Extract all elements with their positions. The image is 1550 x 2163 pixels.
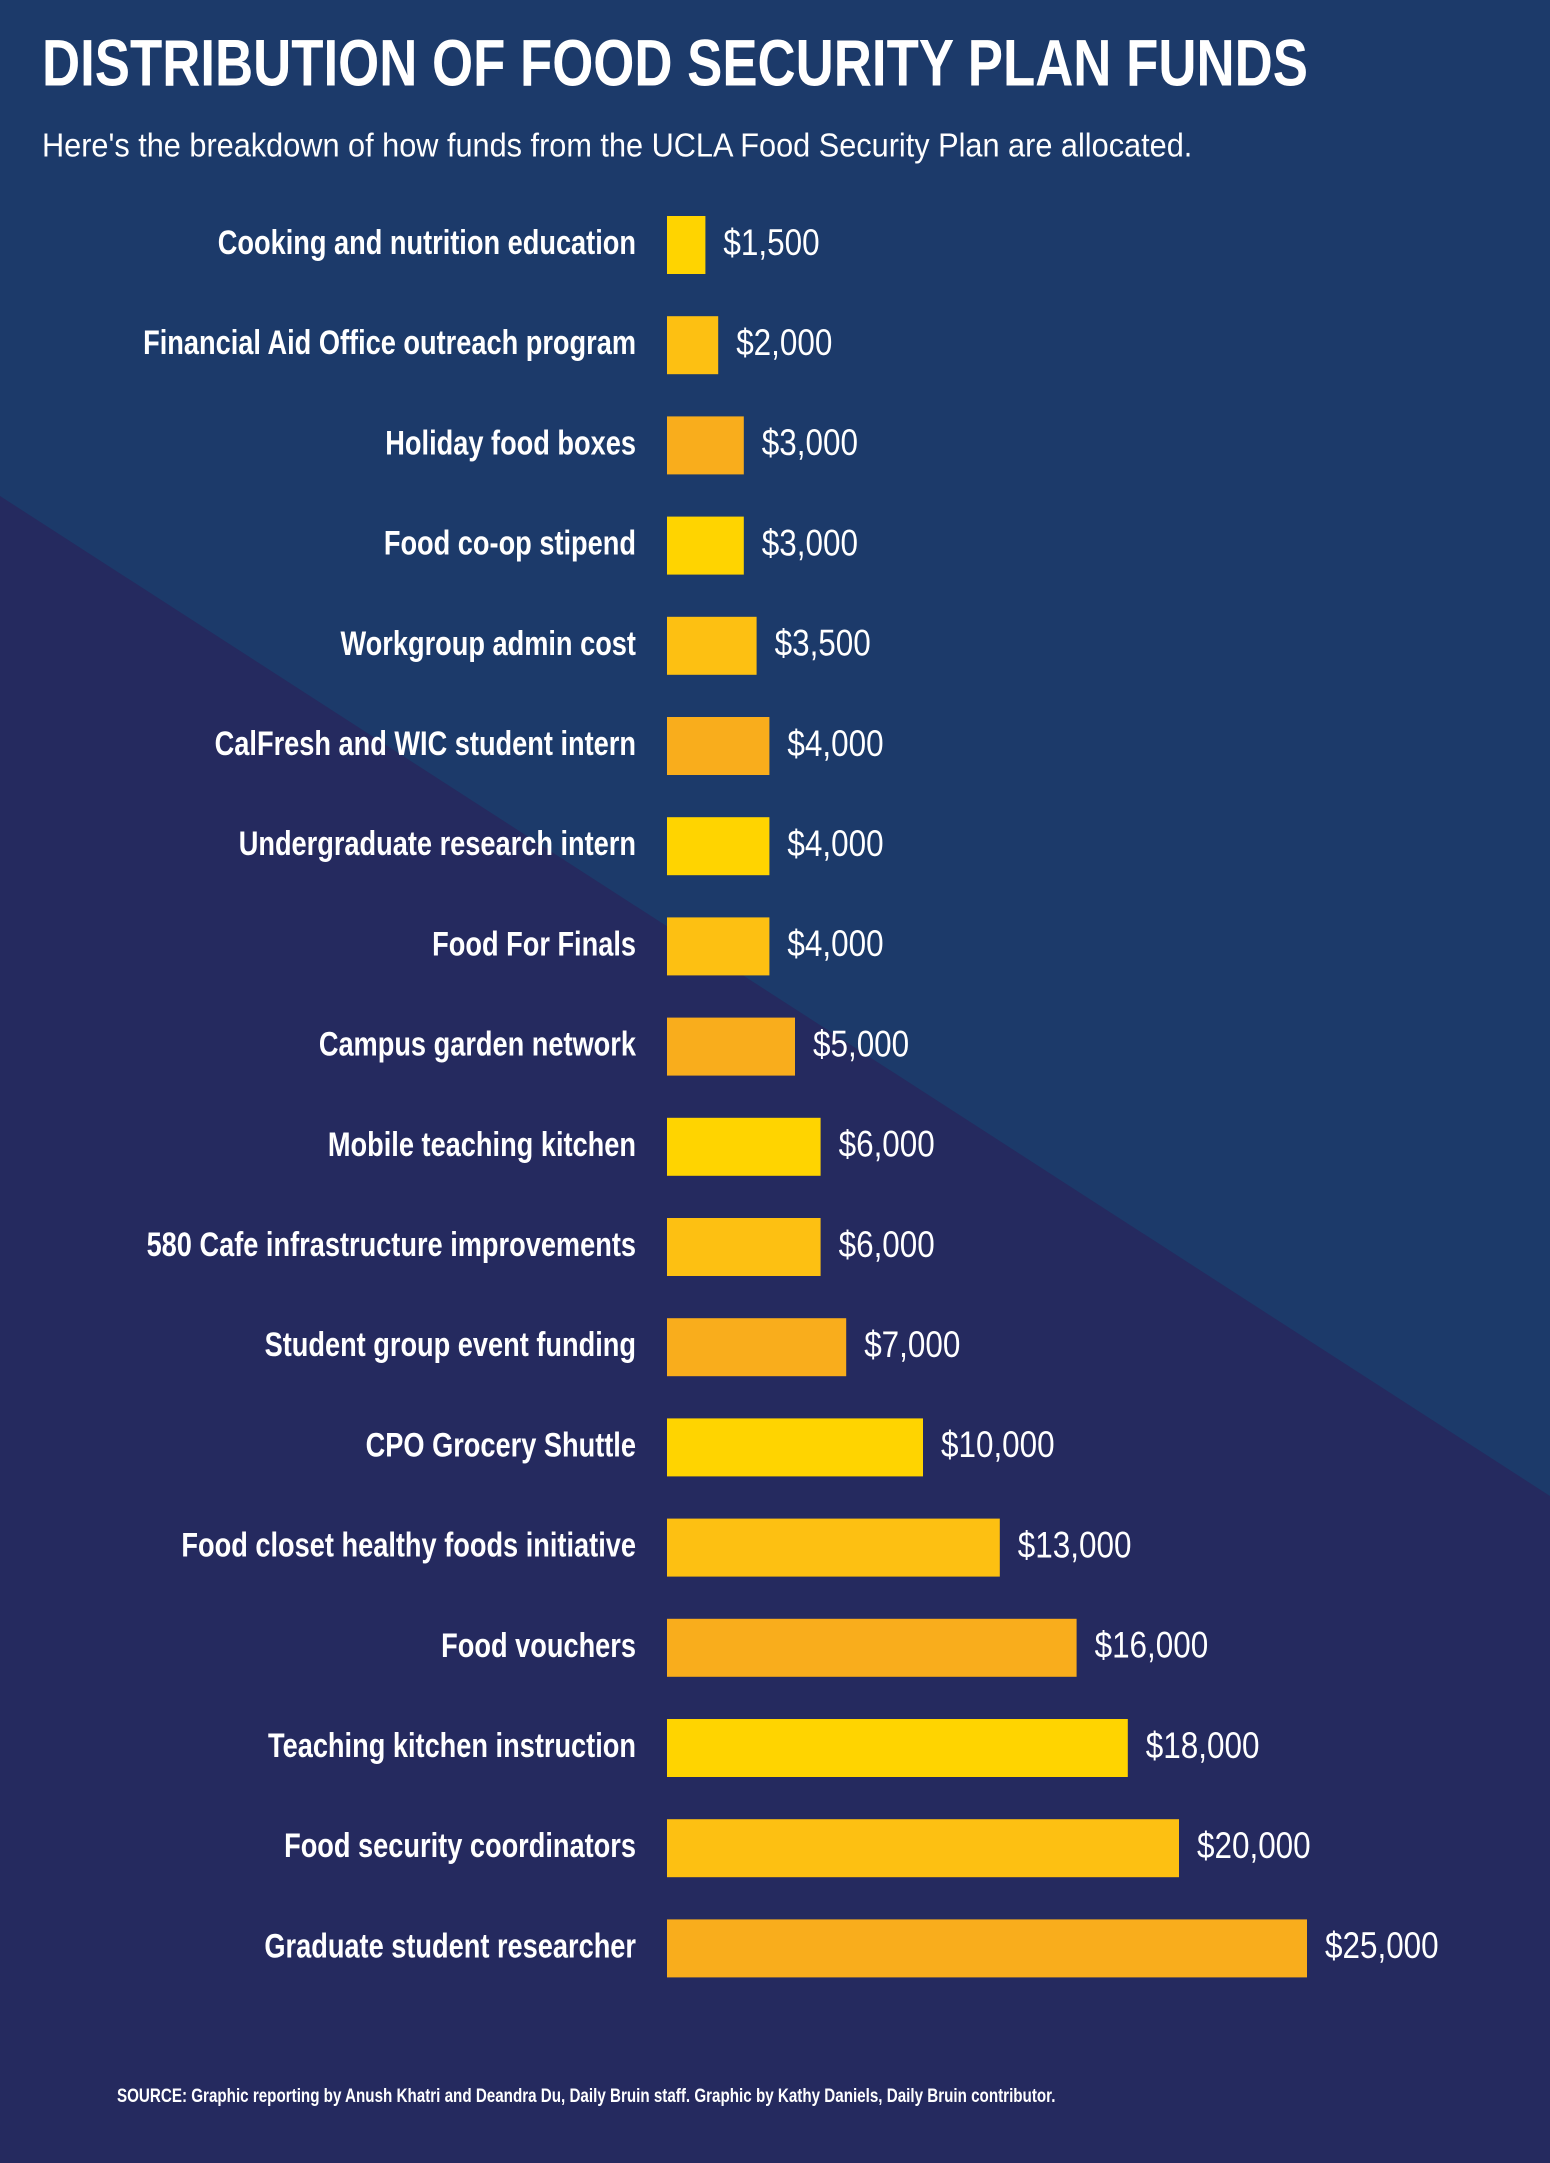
bar xyxy=(667,1117,821,1176)
value-label: $20,000 xyxy=(1197,1826,1311,1867)
bar xyxy=(667,717,770,775)
bar xyxy=(667,1518,1000,1577)
value-label: $18,000 xyxy=(1146,1725,1260,1766)
bar xyxy=(667,216,706,274)
bar xyxy=(667,1017,795,1076)
bar xyxy=(667,516,744,575)
bar xyxy=(667,1218,821,1276)
category-label: 580 Cafe infrastructure improvements xyxy=(147,1225,636,1264)
category-label: Food co-op stipend xyxy=(384,524,636,563)
bar xyxy=(667,1919,1307,1978)
bar xyxy=(667,416,744,475)
bar xyxy=(667,817,770,876)
value-label: $3,000 xyxy=(762,423,858,464)
category-label: Holiday food boxes xyxy=(385,423,636,462)
value-label: $3,500 xyxy=(775,623,871,664)
category-label: CalFresh and WIC student intern xyxy=(215,724,636,763)
bar xyxy=(667,616,757,675)
bar xyxy=(667,316,719,375)
category-label: Graduate student researcher xyxy=(264,1926,636,1965)
source-note: SOURCE: Graphic reporting by Anush Khatr… xyxy=(117,2084,1055,2106)
value-label: $5,000 xyxy=(813,1024,909,1065)
category-label: Campus garden network xyxy=(319,1025,637,1064)
value-label: $7,000 xyxy=(864,1325,960,1366)
bar xyxy=(667,1719,1128,1777)
category-label: CPO Grocery Shuttle xyxy=(366,1425,636,1464)
bar xyxy=(667,1418,923,1477)
category-label: Mobile teaching kitchen xyxy=(328,1125,636,1164)
category-label: Food For Finals xyxy=(432,924,636,963)
category-label: Teaching kitchen instruction xyxy=(268,1726,636,1765)
value-label: $4,000 xyxy=(787,723,883,764)
value-label: $10,000 xyxy=(941,1425,1055,1466)
category-label: Food closet healthy foods initiative xyxy=(181,1526,636,1565)
value-label: $2,000 xyxy=(736,323,832,364)
value-label: $13,000 xyxy=(1018,1525,1132,1566)
category-label: Undergraduate research intern xyxy=(239,824,636,863)
value-label: $25,000 xyxy=(1325,1926,1439,1967)
category-label: Food vouchers xyxy=(441,1626,636,1665)
value-label: $16,000 xyxy=(1095,1625,1209,1666)
category-label: Food security coordinators xyxy=(284,1826,636,1865)
chart-subtitle: Here's the breakdown of how funds from t… xyxy=(42,127,1192,164)
bar xyxy=(667,917,770,976)
chart-title: DISTRIBUTION OF FOOD SECURITY PLAN FUNDS xyxy=(42,26,1308,100)
value-label: $4,000 xyxy=(787,824,883,865)
bar xyxy=(667,1318,847,1377)
bar xyxy=(667,1618,1077,1677)
category-label: Financial Aid Office outreach program xyxy=(143,323,636,362)
value-label: $3,000 xyxy=(762,523,858,564)
category-label: Cooking and nutrition education xyxy=(218,223,636,262)
value-label: $6,000 xyxy=(839,1124,935,1165)
value-label: $6,000 xyxy=(839,1224,935,1265)
background-diagonal xyxy=(0,0,1550,1496)
category-label: Student group event funding xyxy=(265,1325,636,1364)
value-label: $4,000 xyxy=(787,924,883,965)
category-label: Workgroup admin cost xyxy=(341,624,636,663)
bar xyxy=(667,1819,1179,1878)
value-label: $1,500 xyxy=(723,222,819,263)
